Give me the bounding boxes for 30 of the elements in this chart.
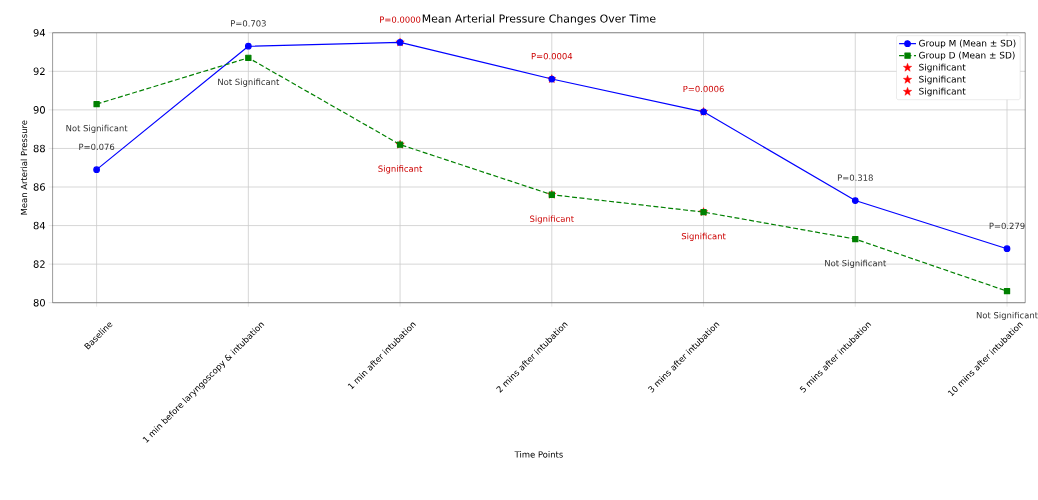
y-tick-label: 94 <box>33 28 46 37</box>
annotation: Significant <box>378 165 423 174</box>
text: P=0.0000 <box>380 16 421 23</box>
annotation: Not Significant <box>825 259 887 268</box>
y-tick-label: 92 <box>33 67 45 75</box>
annotation: Not Significant <box>66 124 128 133</box>
text: P=0.703 <box>231 20 266 27</box>
legend-label: Significant <box>919 87 966 97</box>
y-tick-label: 80 <box>33 298 45 307</box>
annotation: P=0.0004 <box>531 52 573 60</box>
annotation: P=0.076 <box>79 143 115 150</box>
annotation: Not Significant <box>218 78 280 87</box>
text: Not Significant <box>976 311 1038 320</box>
annotation: P=0.279 <box>989 222 1025 229</box>
y-tick-label: 86 <box>33 183 45 191</box>
annotation: Significant <box>530 215 574 224</box>
annotation: P=0.0006 <box>683 85 724 93</box>
legend-label: Group M (Mean ± SD) <box>919 39 1016 49</box>
legend-label: Group D (Mean ± SD) <box>919 51 1015 61</box>
y-axis-title: Mean Arterial Pressure <box>20 120 28 215</box>
legend-label: Significant <box>919 75 966 85</box>
y-tick-label: 82 <box>33 260 45 268</box>
x-axis-title: Time Points <box>514 451 563 458</box>
y-tick-label: 88 <box>33 144 45 153</box>
legend-label: Significant <box>919 63 966 73</box>
chart-title: Mean Arterial Pressure Changes Over Time <box>422 14 656 25</box>
annotation: P=0.318 <box>837 174 873 181</box>
annotation: Significant <box>681 232 726 241</box>
y-tick-label: 90 <box>33 106 45 114</box>
y-tick-label: 84 <box>33 221 46 230</box>
